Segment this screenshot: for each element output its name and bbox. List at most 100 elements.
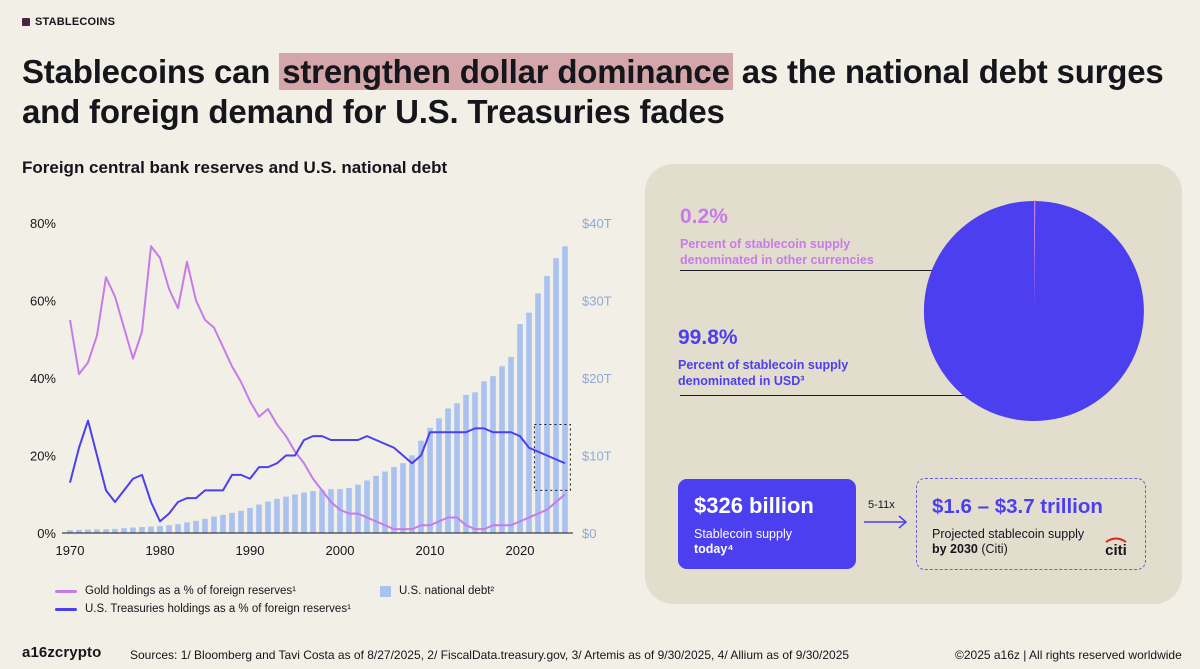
growth-multiplier: 5-11x <box>868 499 895 511</box>
usd-pct: 99.8% <box>678 326 738 349</box>
legend-gold-swatch <box>55 589 77 593</box>
debt-bar <box>526 312 532 533</box>
debt-bar <box>436 418 442 533</box>
supply-today-bold: today⁴ <box>694 542 734 556</box>
debt-bar <box>139 527 145 533</box>
debt-bar <box>382 471 388 533</box>
left-axis-tick-label: 60% <box>30 294 56 309</box>
debt-bar <box>355 484 361 533</box>
other-currency-desc: Percent of stablecoin supply denominated… <box>680 237 874 267</box>
debt-bar <box>409 455 415 533</box>
legend-gold-label: Gold holdings as a % of foreign reserves… <box>85 585 296 597</box>
debt-bar <box>445 408 451 533</box>
debt-bar <box>94 529 100 533</box>
svg-text:citi: citi <box>1105 542 1127 557</box>
debt-bar <box>175 524 181 533</box>
debt-bar <box>229 512 235 533</box>
x-axis-tick-label: 2000 <box>326 543 355 558</box>
debt-bar <box>193 520 199 533</box>
debt-bar <box>310 491 316 533</box>
usd-desc: Percent of stablecoin supply denominated… <box>678 358 849 388</box>
x-axis-tick-label: 1980 <box>146 543 175 558</box>
currency-pie-chart <box>923 200 1144 421</box>
debt-bar <box>328 489 334 533</box>
right-axis-tick-label: $0 <box>582 526 596 541</box>
debt-bar <box>76 529 82 533</box>
left-axis-tick-label: 0% <box>37 526 56 541</box>
treasuries-holdings-line <box>69 419 566 523</box>
debt-bar <box>130 527 136 533</box>
debt-bar <box>265 501 271 533</box>
x-axis-tick-label: 1970 <box>56 543 85 558</box>
supply-today-card: $326 billion Stablecoin supply today⁴ <box>678 479 856 569</box>
supply-today-label: Stablecoin supply today⁴ <box>694 527 792 556</box>
debt-bar <box>400 463 406 533</box>
a16z-crypto-logo: a16zcrypto <box>22 644 102 661</box>
debt-bar <box>427 427 433 533</box>
debt-bar <box>148 526 154 533</box>
projected-supply-card: $1.6 – $3.7 trillion Projected stablecoi… <box>916 478 1146 570</box>
legend-debt-label: U.S. national debt² <box>399 585 495 597</box>
left-axis-tick-label: 40% <box>30 371 56 386</box>
debt-bar <box>292 494 298 533</box>
projected-supply-value: $1.6 – $3.7 trillion <box>932 495 1103 518</box>
headline: Stablecoins can strengthen dollar domina… <box>22 52 1172 132</box>
debt-bar <box>67 530 73 533</box>
debt-bar <box>454 403 460 533</box>
pie-slice-other <box>1033 200 1036 312</box>
left-axis-tick-label: 80% <box>30 216 56 231</box>
left-axis-tick-label: 20% <box>30 449 56 464</box>
right-arrow-icon <box>864 515 908 529</box>
debt-bar <box>337 489 343 533</box>
debt-bar <box>301 492 307 533</box>
debt-bar <box>157 525 163 533</box>
debt-bar <box>211 516 217 533</box>
headline-end: as the national debt surges and foreign … <box>22 53 1164 130</box>
x-axis-tick-label: 2010 <box>416 543 445 558</box>
debt-bar <box>391 467 397 533</box>
sources-note: Sources: 1/ Bloomberg and Tavi Costa as … <box>130 648 850 662</box>
x-axis-tick-label: 1990 <box>236 543 265 558</box>
headline-highlight: strengthen dollar dominance <box>279 53 733 90</box>
supply-today-value: $326 billion <box>694 493 814 518</box>
usd-leader-line <box>680 395 970 396</box>
debt-bar <box>463 394 469 533</box>
debt-bar <box>490 376 496 533</box>
legend-treasuries-label: U.S. Treasuries holdings as a % of forei… <box>85 603 351 615</box>
debt-bar <box>274 498 280 533</box>
right-axis-tick-label: $30T <box>582 294 612 309</box>
projected-supply-label: Projected stablecoin supply by 2030 (Cit… <box>932 527 1085 556</box>
reserves-debt-chart: 0% 20% 40% 60% 80% $0 $10T $20T $30T $40T 1970 1980… <box>30 216 612 558</box>
headline-start: Stablecoins can <box>22 53 280 90</box>
other-currency-pct: 0.2% <box>680 205 728 228</box>
debt-bar <box>103 529 109 533</box>
debt-bar <box>166 525 172 533</box>
debt-bar <box>238 510 244 533</box>
other-currency-leader-line <box>680 270 1032 271</box>
debt-bar <box>472 392 478 533</box>
debt-bar <box>256 504 262 533</box>
copyright: ©2025 a16z | All rights reserved worldwi… <box>955 648 1182 662</box>
debt-bar <box>562 246 568 533</box>
right-axis-tick-label: $40T <box>582 216 612 231</box>
projected-supply-bold: by 2030 <box>932 542 978 556</box>
debt-bar <box>544 275 550 533</box>
legend-treasuries: U.S. Treasuries holdings as a % of forei… <box>55 603 351 615</box>
debt-bar <box>247 507 253 533</box>
highlight-annotation-box <box>533 424 571 491</box>
gold-holdings-line <box>69 245 566 531</box>
debt-bar <box>517 324 523 533</box>
citi-logo-icon: citi <box>1105 537 1127 557</box>
legend-debt: U.S. national debt² <box>380 585 494 597</box>
debt-bar <box>220 514 226 533</box>
pie-slice-usd <box>923 200 1144 421</box>
tag-label: STABLECOINS <box>35 16 116 28</box>
debt-bar <box>184 522 190 533</box>
debt-bar <box>346 487 352 533</box>
debt-bar <box>121 528 127 533</box>
tag-square-icon <box>22 18 30 26</box>
copyright-rights: All rights reserved worldwide <box>1029 648 1182 662</box>
right-axis-tick-label: $10T <box>582 449 612 464</box>
debt-bar <box>499 366 505 533</box>
debt-bar <box>112 528 118 533</box>
